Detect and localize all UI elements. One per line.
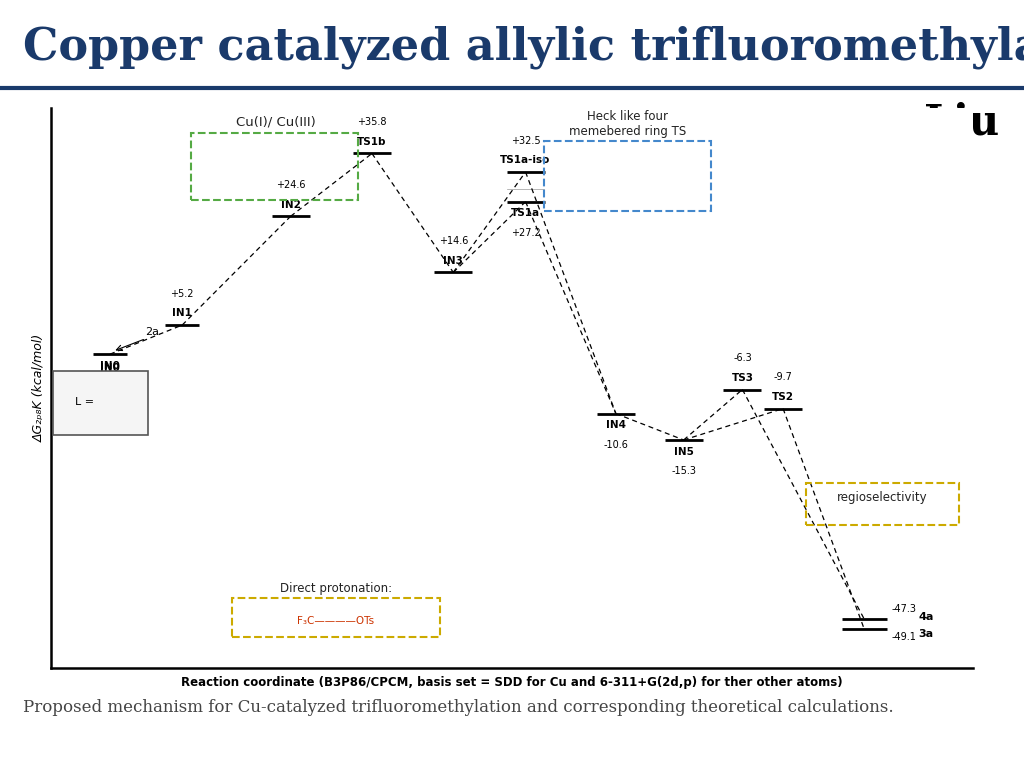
Text: Direct protonation:: Direct protonation: <box>280 582 392 595</box>
Text: TS1b: TS1b <box>357 137 387 147</box>
Text: Proposed mechanism for Cu-catalyzed trifluoromethylation and corresponding theor: Proposed mechanism for Cu-catalyzed trif… <box>23 699 893 716</box>
Text: IN0: IN0 <box>100 362 120 372</box>
Text: F₃C————OTs: F₃C————OTs <box>297 615 375 625</box>
Text: IN1: IN1 <box>172 308 193 318</box>
Text: IN4: IN4 <box>606 420 626 430</box>
Text: Liu: Liu <box>925 102 999 144</box>
Text: TS1a: TS1a <box>511 208 540 218</box>
Text: Heck like four
memebered ring TS: Heck like four memebered ring TS <box>568 111 686 138</box>
Text: regioselectivity: regioselectivity <box>838 491 928 504</box>
Text: IN0: IN0 <box>100 361 120 371</box>
Text: +35.8: +35.8 <box>357 118 387 127</box>
Y-axis label: ΔG₂ₚ₈K (kcal/mol): ΔG₂ₚ₈K (kcal/mol) <box>33 334 46 442</box>
Text: Cu(I)/ Cu(III): Cu(I)/ Cu(III) <box>237 116 316 129</box>
Text: IN2: IN2 <box>281 200 301 210</box>
Text: 4a: 4a <box>919 611 934 621</box>
Text: Copper catalyzed allylic trifluoromethylation: Copper catalyzed allylic trifluoromethyl… <box>23 26 1024 69</box>
Text: -9.7: -9.7 <box>773 372 793 382</box>
Text: +5.2: +5.2 <box>170 289 194 299</box>
Text: -10.6: -10.6 <box>603 440 629 450</box>
Text: L =: L = <box>75 397 94 407</box>
Text: -49.1: -49.1 <box>892 632 916 642</box>
Bar <box>231 598 439 637</box>
Bar <box>53 371 147 435</box>
Text: TS1a-iso: TS1a-iso <box>501 155 551 165</box>
Bar <box>544 141 711 211</box>
Text: 2a: 2a <box>145 327 160 337</box>
Text: +32.5: +32.5 <box>511 136 541 146</box>
Text: +24.6: +24.6 <box>275 180 305 190</box>
Text: -47.3: -47.3 <box>892 604 916 614</box>
Bar <box>806 483 959 525</box>
Text: 0.0: 0.0 <box>102 382 118 392</box>
X-axis label: Reaction coordinate (B3P86/CPCM, basis set = SDD for Cu and 6-311+G(2d,p) for th: Reaction coordinate (B3P86/CPCM, basis s… <box>181 677 843 690</box>
Text: IN5: IN5 <box>674 447 693 457</box>
Text: TS2: TS2 <box>772 392 794 402</box>
Bar <box>191 133 358 200</box>
Text: 3a: 3a <box>919 629 934 639</box>
Text: -6.3: -6.3 <box>733 353 752 363</box>
Text: TS3: TS3 <box>731 372 754 382</box>
Text: +14.6: +14.6 <box>438 236 468 246</box>
Text: -15.3: -15.3 <box>671 466 696 476</box>
Text: 0.0: 0.0 <box>102 381 118 391</box>
Text: IN3: IN3 <box>443 256 463 266</box>
Text: +27.2: +27.2 <box>511 228 541 238</box>
